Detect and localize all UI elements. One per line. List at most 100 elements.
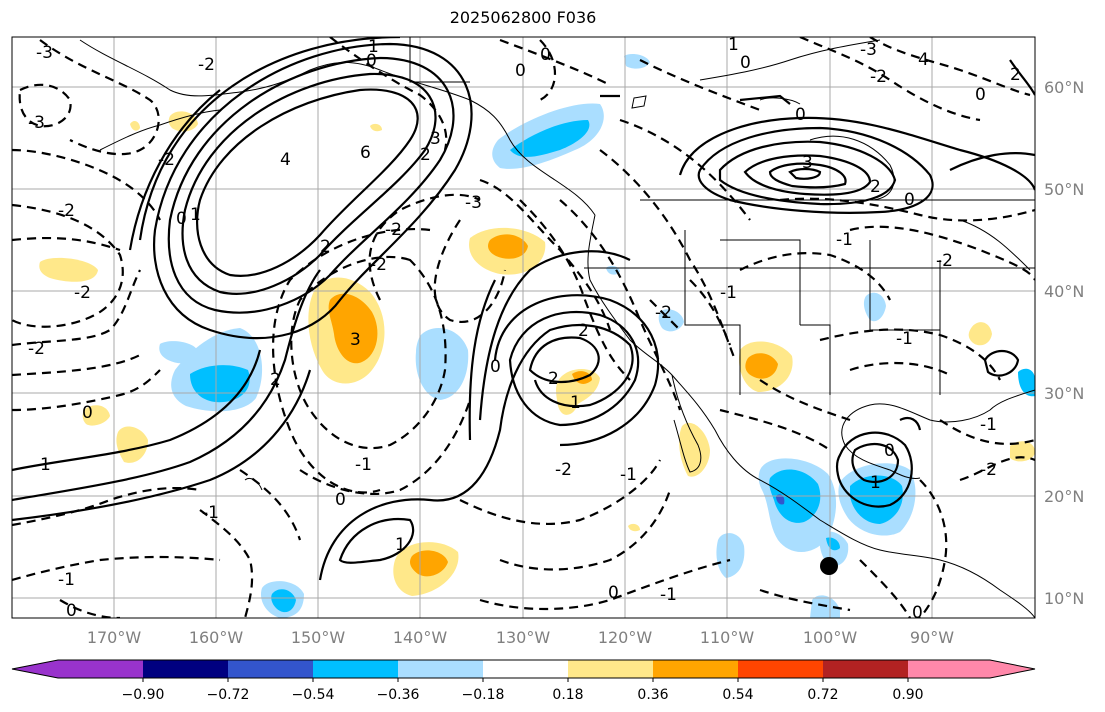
contour-label: -3	[465, 193, 482, 213]
contour-label: 0	[884, 441, 895, 461]
contour-label: 1	[570, 393, 581, 413]
map-title: 2025062800 F036	[449, 8, 597, 27]
latitude-labels: 60°N 50°N 40°N 30°N 20°N 10°N	[1044, 78, 1084, 608]
lon-label: 160°W	[189, 628, 244, 647]
lon-label: 100°W	[803, 628, 858, 647]
colorbar-extend-min	[12, 660, 58, 678]
colorbar-tick-label: −0.54	[292, 687, 335, 703]
contour-label: 3	[802, 153, 813, 173]
contour-label: -1	[202, 503, 219, 523]
colorbar-tick-label: 0.36	[637, 687, 668, 703]
colorbar-tick-label: 0.54	[722, 687, 753, 703]
contour-label: -2	[198, 55, 215, 75]
contour-label: 2	[270, 370, 281, 390]
colorbar-tick-label: −0.72	[207, 687, 250, 703]
contour-label: -2	[370, 255, 387, 275]
contour-labels: -3 -2 -3 -2 -2 -2 -2 1 0 -1 0 -1 0 1 4 6…	[28, 35, 1021, 623]
colorbar-bin	[228, 660, 314, 678]
contour-label: -1	[980, 415, 997, 435]
positive-contours	[12, 37, 1035, 581]
colorbar-bin	[908, 660, 990, 678]
contour-label: 4	[918, 50, 929, 70]
contour-label: 0	[515, 61, 526, 81]
colorbar-tick-label: 0.90	[892, 687, 923, 703]
contour-label: 1	[40, 455, 51, 475]
contour-label: -1	[896, 329, 913, 349]
lat-label: 40°N	[1044, 282, 1084, 301]
contour-label: 0	[912, 603, 923, 623]
contour-label: -2	[158, 150, 175, 170]
contour-label: -2	[58, 201, 75, 221]
contour-label: -2	[870, 67, 887, 87]
lon-label: 150°W	[291, 628, 346, 647]
lat-label: 50°N	[1044, 180, 1084, 199]
colorbar: −0.90 −0.72 −0.54 −0.36 −0.18 0.18 0.36 …	[11, 659, 1036, 703]
contour-label: 4	[280, 150, 291, 170]
contour-label: -1	[836, 230, 853, 250]
contour-label: 0	[540, 45, 551, 65]
colorbar-bin	[143, 660, 229, 678]
contour-label: 1	[368, 37, 379, 57]
contour-label: 2	[320, 237, 331, 257]
lon-label: 110°W	[700, 628, 755, 647]
lat-label: 10°N	[1044, 589, 1084, 608]
contour-label: 3	[430, 129, 441, 149]
marker-dot	[820, 557, 838, 575]
map-frame	[11, 36, 1036, 619]
colorbar-bin	[398, 660, 484, 678]
lon-label: 170°W	[87, 628, 142, 647]
contour-label: 1	[395, 535, 406, 555]
contour-label: 0	[795, 105, 806, 125]
contour-label: 0	[975, 85, 986, 105]
colorbar-tick-label: 0.18	[552, 687, 583, 703]
contour-label: 0	[740, 53, 751, 73]
contour-label: -2	[385, 220, 402, 240]
contour-label: 0	[82, 403, 93, 423]
contour-label: 2	[578, 321, 589, 341]
contour-label: -1	[355, 455, 372, 475]
contour-label: 3	[350, 330, 361, 350]
colorbar-outline	[11, 659, 1036, 679]
contour-label: 1	[728, 35, 739, 55]
lat-label: 30°N	[1044, 384, 1084, 403]
positive-anomaly-regions	[39, 111, 1035, 596]
contour-label: 6	[360, 143, 371, 163]
colorbar-extend-max	[990, 660, 1035, 678]
contour-label: 2	[1010, 65, 1021, 85]
contour-label: 0	[904, 190, 915, 210]
lon-label: 90°W	[910, 628, 954, 647]
contour-label: 0	[176, 209, 187, 229]
contour-label: -1	[58, 570, 75, 590]
contour-label: -2	[655, 303, 672, 323]
contour-label: -2	[555, 460, 572, 480]
contour-label: -3	[36, 43, 53, 63]
contour-label: 1	[870, 473, 881, 493]
colorbar-bin	[823, 660, 909, 678]
contour-label: 2	[870, 177, 881, 197]
contour-label: -2	[74, 283, 91, 303]
colorbar-bin	[313, 660, 399, 678]
contour-label: 2	[548, 369, 559, 389]
colorbar-bin	[58, 660, 144, 678]
lon-label: 120°W	[598, 628, 653, 647]
map-panel: -3 -2 -3 -2 -2 -2 -2 1 0 -1 0 -1 0 1 4 6…	[12, 35, 1035, 623]
colorbar-bin	[483, 660, 569, 678]
negative-contours	[12, 37, 1035, 618]
contour-label: 1	[190, 205, 201, 225]
contour-label: -1	[720, 283, 737, 303]
contour-label: 0	[366, 51, 377, 71]
contour-label: 2	[420, 145, 431, 165]
contour-label: -3	[28, 113, 45, 133]
contour-label: -2	[28, 339, 45, 359]
contour-label: 0	[608, 583, 619, 603]
lat-label: 60°N	[1044, 78, 1084, 97]
contour-label: 0	[66, 601, 77, 621]
colorbar-bin	[738, 660, 824, 678]
contour-label: 0	[490, 357, 501, 377]
colorbar-tick-label: 0.72	[807, 687, 838, 703]
contour-label: -1	[620, 465, 637, 485]
lat-label: 20°N	[1044, 487, 1084, 506]
colorbar-tick-label: −0.18	[462, 687, 505, 703]
contour-label: 0	[335, 490, 346, 510]
